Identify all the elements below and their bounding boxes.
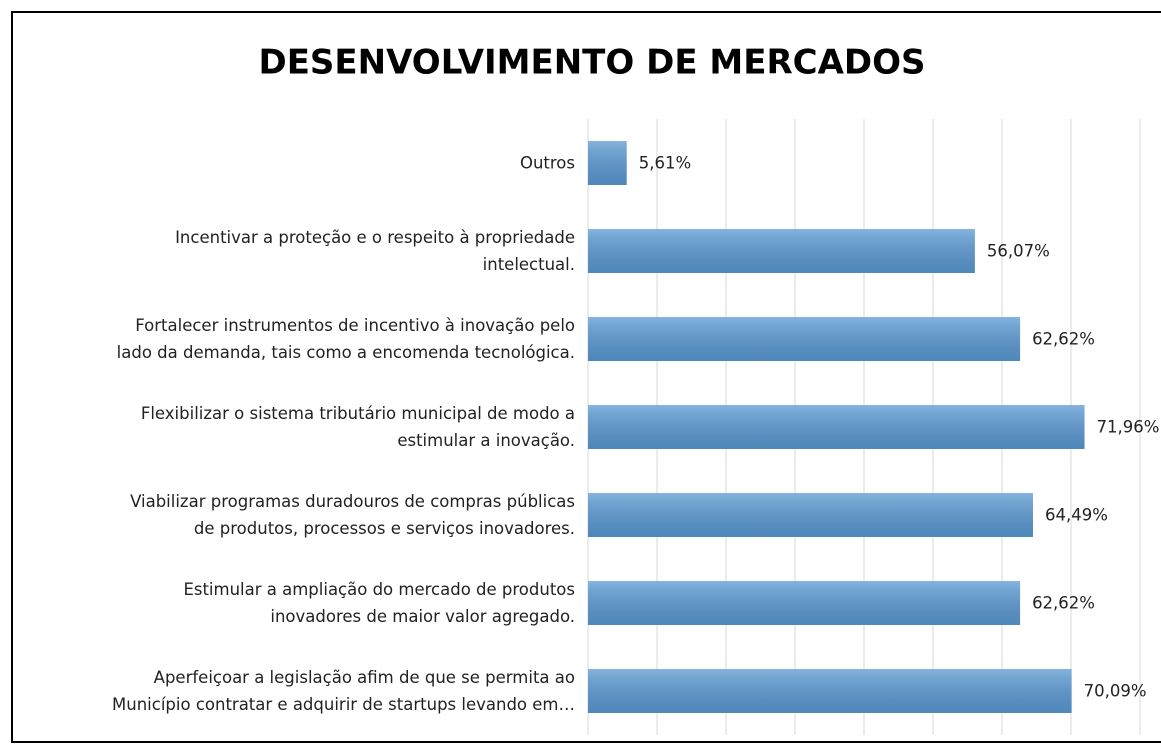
category-label: Viabilizar programas duradouros de compr… [130,492,575,538]
bar [588,405,1085,449]
bar [588,493,1033,537]
chart-title: DESENVOLVIMENTO DE MERCADOS [258,43,925,83]
value-label: 56,07% [987,242,1050,261]
bar [588,141,627,185]
value-label: 64,49% [1045,506,1108,525]
bar [588,669,1072,713]
category-label: Flexibilizar o sistema tributário munici… [140,404,575,450]
category-label: Fortalecer instrumentos de incentivo à i… [116,316,575,362]
value-label: 71,96% [1097,418,1160,437]
value-label: 62,62% [1032,330,1095,349]
value-label: 62,62% [1032,594,1095,613]
category-label: Outros [519,153,575,173]
value-label: 5,61% [639,154,691,173]
category-label: Aperfeiçoar a legislação afim de que se … [112,668,575,714]
category-label: Estimular a ampliação do mercado de prod… [183,580,575,626]
chart-border [11,11,1161,743]
bar [588,581,1021,625]
bar [588,317,1021,361]
bar [588,229,975,273]
value-label: 70,09% [1084,682,1147,701]
category-label: Incentivar a proteção e o respeito à pro… [175,228,575,274]
